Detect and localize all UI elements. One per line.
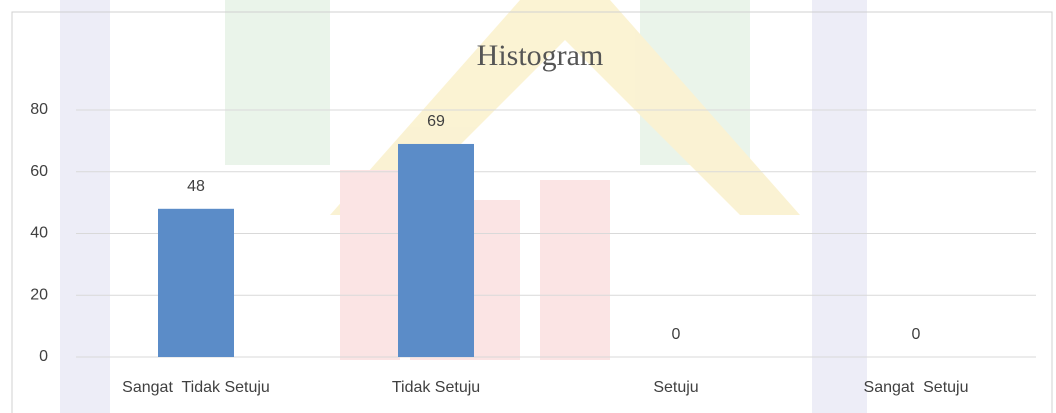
- y-tick-label: 40: [30, 225, 48, 242]
- x-tick-label: Sangat Setuju: [864, 379, 969, 396]
- chart-frame: [11, 11, 1053, 413]
- bar: [398, 143, 474, 357]
- data-label: 69: [427, 113, 445, 130]
- y-tick-label: 80: [30, 101, 48, 118]
- y-tick-label: 0: [39, 348, 48, 365]
- x-tick-label: Setuju: [653, 379, 698, 396]
- y-tick-label: 60: [30, 163, 48, 180]
- watermark: [60, 0, 867, 413]
- data-label: 48: [187, 178, 205, 195]
- chart-title: Histogram: [477, 39, 604, 72]
- bar: [158, 208, 234, 357]
- data-label: 0: [672, 326, 681, 343]
- data-label: 0: [912, 326, 921, 343]
- y-tick-label: 20: [30, 286, 48, 303]
- x-tick-label: Tidak Setuju: [392, 379, 480, 396]
- x-tick-label: Sangat Tidak Setuju: [122, 379, 270, 396]
